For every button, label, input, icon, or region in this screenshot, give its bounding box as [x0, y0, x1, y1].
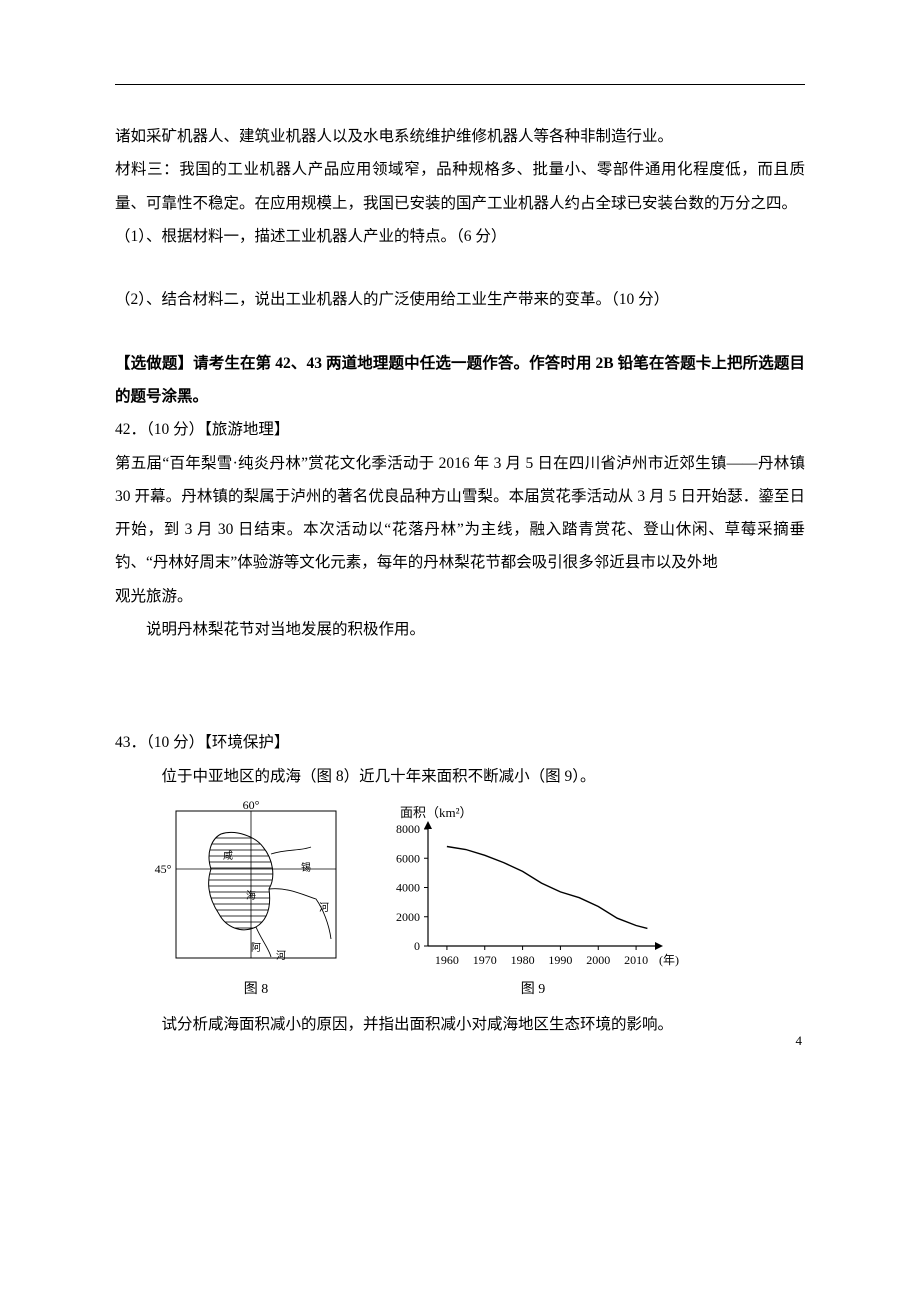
optional-section-header: 【选做题】请考生在第 42、43 两道地理题中任选一题作答。作答时用 2B 铅笔…: [115, 347, 805, 414]
figure-9-caption: 图 9: [521, 978, 546, 998]
spacer: [115, 253, 805, 283]
svg-text:阿: 阿: [251, 942, 261, 954]
spacer: [115, 317, 805, 347]
page: 诸如采矿机器人、建筑业机器人以及水电系统维护维修机器人等各种非制造行业。 材料三…: [0, 0, 920, 1081]
svg-text:1990: 1990: [548, 953, 572, 967]
svg-text:6000: 6000: [396, 851, 420, 865]
spacer: [115, 998, 805, 1008]
figures-row: 60°45°咸海锡河阿河 图 8 面积（km²）0200040006000800…: [151, 799, 805, 998]
question-1: （1）、根据材料一，描述工业机器人产业的特点。（6 分）: [115, 220, 805, 253]
svg-text:海: 海: [246, 889, 256, 902]
svg-text:8000: 8000: [396, 822, 420, 836]
figure-8-caption: 图 8: [244, 978, 269, 998]
svg-text:45°: 45°: [155, 862, 172, 876]
svg-text:锡: 锡: [301, 861, 311, 874]
svg-text:0: 0: [414, 939, 420, 953]
svg-text:2000: 2000: [586, 953, 610, 967]
svg-text:咸: 咸: [223, 850, 233, 862]
question-43-prompt: 试分析咸海面积减小的原因，并指出面积减小对咸海地区生态环境的影响。: [115, 1008, 805, 1041]
question-42-body-cont: 观光旅游。: [115, 580, 805, 613]
paragraph: 诸如采矿机器人、建筑业机器人以及水电系统维护维修机器人等各种非制造行业。: [115, 120, 805, 153]
page-number: 4: [796, 1033, 803, 1049]
figure-8: 60°45°咸海锡河阿河 图 8: [151, 799, 361, 998]
map-svg: 60°45°咸海锡河阿河: [151, 799, 361, 974]
question-43-intro: 位于中亚地区的成海（图 8）近几十年来面积不断减小（图 9）。: [115, 760, 805, 793]
svg-text:1970: 1970: [473, 953, 497, 967]
svg-text:面积（km²）: 面积（km²）: [400, 805, 473, 820]
question-42-prompt: 说明丹林梨花节对当地发展的积极作用。: [115, 613, 805, 646]
question-2: （2）、结合材料二，说出工业机器人的广泛使用给工业生产带来的变革。（10 分）: [115, 283, 805, 316]
svg-text:1960: 1960: [435, 953, 459, 967]
svg-text:河: 河: [319, 902, 329, 914]
svg-text:2000: 2000: [396, 910, 420, 924]
question-42-header: 42．（10 分）【旅游地理】: [115, 413, 805, 446]
svg-text:60°: 60°: [243, 799, 260, 812]
document-content: 诸如采矿机器人、建筑业机器人以及水电系统维护维修机器人等各种非制造行业。 材料三…: [115, 120, 805, 1041]
question-42-body: 第五届“百年梨雪·纯炎丹林”赏花文化季活动于 2016 年 3 月 5 日在四川…: [115, 447, 805, 580]
top-horizontal-rule: [115, 84, 805, 85]
figure-9: 面积（km²） 0 2000 4000 6000 8000 1960 1970 1980 1990…: [373, 799, 693, 998]
svg-text:2010: 2010: [624, 953, 648, 967]
paragraph-material-3: 材料三：我国的工业机器人产品应用领域窄，品种规格多、批量小、零部件通用化程度低，…: [115, 153, 805, 220]
svg-text:4000: 4000: [396, 881, 420, 895]
chart-svg: 面积（km²） 0 2000 4000 6000 8000 1960 1970 1980 1990…: [373, 799, 693, 974]
spacer: [115, 646, 805, 726]
svg-text:河: 河: [276, 950, 286, 962]
svg-text:1980: 1980: [511, 953, 535, 967]
question-43-header: 43．（10 分）【环境保护】: [115, 726, 805, 759]
svg-text:(年): (年): [659, 953, 679, 967]
